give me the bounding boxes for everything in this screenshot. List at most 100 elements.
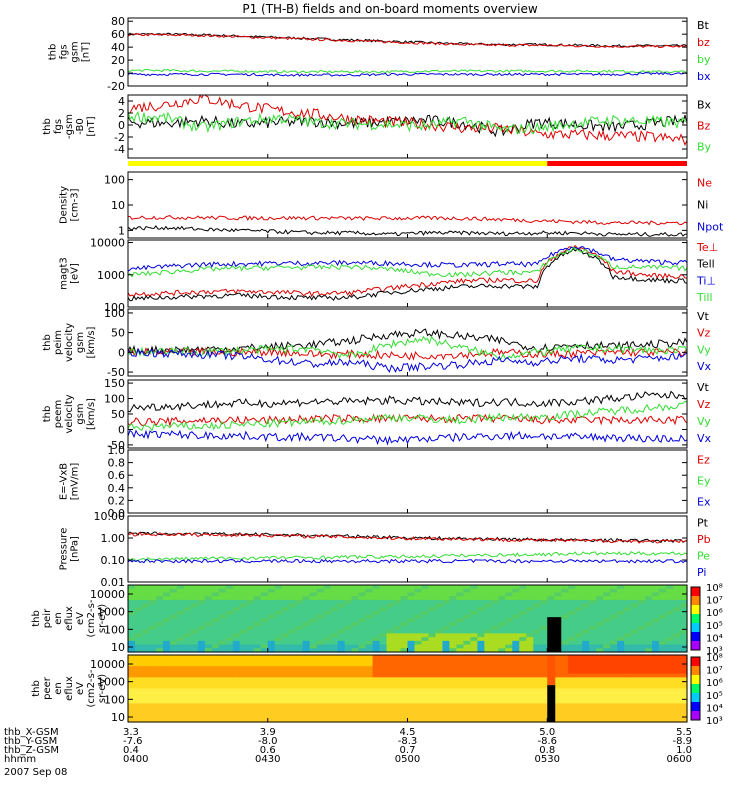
y-tick-label: 1.00 bbox=[101, 532, 126, 545]
heatmap-cell bbox=[344, 637, 353, 642]
heatmap-cell bbox=[680, 648, 688, 653]
heatmap-cell bbox=[491, 614, 499, 620]
heatmap-cell bbox=[610, 622, 618, 627]
heatmap-cell bbox=[680, 692, 688, 697]
heatmap-cell bbox=[400, 585, 409, 590]
heatmap-cell bbox=[596, 648, 604, 653]
heatmap-cell bbox=[330, 596, 339, 601]
heatmap-cell bbox=[666, 611, 674, 616]
heatmap-cell bbox=[414, 695, 423, 701]
heatmap-cell bbox=[169, 603, 178, 608]
heatmap-cell bbox=[176, 629, 185, 634]
heatmap-cell bbox=[260, 588, 269, 594]
heatmap-cell bbox=[358, 629, 367, 634]
heatmap-cell bbox=[512, 677, 520, 682]
heatmap-cell bbox=[652, 648, 660, 653]
heatmap-cell bbox=[407, 629, 416, 634]
y-tick-label: 0.6 bbox=[108, 469, 126, 482]
heatmap-cell bbox=[652, 710, 660, 716]
legend-By: By bbox=[697, 141, 712, 154]
heatmap-cell bbox=[659, 644, 667, 649]
heatmap-cell bbox=[540, 637, 548, 642]
heatmap-cell bbox=[477, 648, 485, 653]
heatmap-cell bbox=[659, 625, 667, 631]
heatmap-cell bbox=[155, 618, 164, 623]
heatmap-cell bbox=[498, 655, 506, 660]
heatmap-cell bbox=[470, 648, 478, 653]
heatmap-cell bbox=[400, 714, 409, 719]
heatmap-cell bbox=[288, 684, 297, 690]
heatmap-cell bbox=[442, 658, 451, 664]
heatmap-cell bbox=[456, 662, 464, 667]
heatmap-cell bbox=[148, 629, 157, 634]
heatmap-cell bbox=[239, 658, 248, 664]
heatmap-cell bbox=[421, 599, 430, 605]
heatmap-cell bbox=[673, 655, 681, 660]
heatmap-cell bbox=[652, 692, 660, 697]
heatmap-cell bbox=[267, 640, 276, 646]
heatmap-cell bbox=[204, 603, 213, 608]
heatmap-cell bbox=[428, 599, 437, 605]
heatmap-cell bbox=[309, 662, 318, 667]
heatmap-cell bbox=[582, 692, 590, 697]
y-axis-label: thbfgs-gsm-B0[nT] bbox=[42, 114, 97, 139]
heatmap-cell bbox=[386, 614, 395, 620]
heatmap-cell bbox=[232, 692, 241, 697]
heatmap-cell bbox=[351, 614, 360, 620]
heatmap-cell bbox=[365, 614, 374, 620]
heatmap-cell bbox=[400, 611, 409, 616]
heatmap-cell bbox=[239, 603, 248, 608]
heatmap-cell bbox=[295, 599, 304, 605]
heatmap-cell bbox=[582, 629, 590, 634]
heatmap-cell bbox=[631, 688, 639, 693]
heatmap-cell bbox=[323, 599, 332, 605]
heatmap-cell bbox=[596, 618, 604, 623]
heatmap-cell bbox=[610, 688, 618, 693]
heatmap-cell bbox=[274, 662, 283, 667]
heatmap-cell bbox=[302, 673, 311, 678]
heatmap-cell bbox=[176, 611, 185, 616]
heatmap-cell bbox=[218, 614, 227, 620]
heatmap-cell bbox=[134, 677, 143, 682]
x-tick-label-y: -8.0 bbox=[258, 736, 278, 747]
heatmap-cell bbox=[128, 669, 136, 675]
heatmap-cell bbox=[533, 607, 541, 612]
heatmap-cell bbox=[603, 658, 611, 664]
heatmap-cell bbox=[246, 710, 255, 716]
heatmap-cell bbox=[176, 640, 185, 646]
heatmap-cell bbox=[372, 633, 381, 638]
heatmap-cell bbox=[442, 644, 451, 649]
heatmap-cell bbox=[323, 673, 332, 678]
x-tick-label-x: 5.0 bbox=[539, 727, 555, 738]
heatmap-cell bbox=[393, 714, 402, 719]
heatmap-cell bbox=[323, 710, 332, 716]
heatmap-cell bbox=[631, 669, 639, 675]
heatmap-cell bbox=[316, 637, 325, 642]
heatmap-cell bbox=[239, 655, 248, 660]
heatmap-cell bbox=[379, 585, 388, 590]
heatmap-cell bbox=[449, 710, 458, 716]
heatmap-cell bbox=[512, 588, 520, 594]
heatmap-cell bbox=[288, 607, 297, 612]
heatmap-cell bbox=[603, 692, 611, 697]
heatmap-cell bbox=[372, 585, 381, 590]
heatmap-cell bbox=[211, 677, 220, 682]
heatmap-cell bbox=[435, 640, 444, 646]
heatmap-cell bbox=[302, 703, 311, 708]
heatmap-cell bbox=[190, 614, 199, 620]
heatmap-cell bbox=[610, 658, 618, 664]
heatmap-cell bbox=[323, 618, 332, 623]
x-tick-label-z: 0.8 bbox=[539, 745, 555, 756]
heatmap-cell bbox=[128, 718, 136, 723]
heatmap-cell bbox=[204, 669, 213, 675]
heatmap-cell bbox=[596, 622, 604, 627]
heatmap-cell bbox=[428, 669, 437, 675]
heatmap-cell bbox=[169, 611, 178, 616]
heatmap-cell bbox=[673, 703, 681, 708]
heatmap-cell bbox=[575, 629, 583, 634]
heatmap-cell bbox=[211, 637, 220, 642]
heatmap-cell bbox=[128, 618, 136, 623]
heatmap-cell bbox=[162, 614, 171, 620]
heatmap-cell bbox=[344, 703, 353, 708]
heatmap-cell bbox=[428, 618, 437, 623]
